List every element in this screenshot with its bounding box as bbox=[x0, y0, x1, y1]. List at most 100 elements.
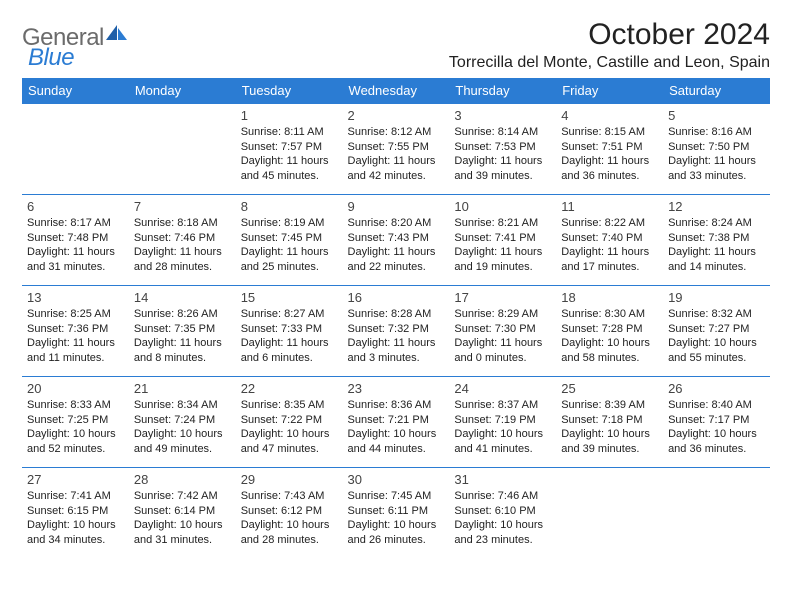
daylight-line: and 58 minutes. bbox=[561, 351, 658, 366]
sunset-line: Sunset: 6:12 PM bbox=[241, 504, 338, 519]
daylight-line: and 22 minutes. bbox=[348, 260, 445, 275]
sunset-line: Sunset: 7:27 PM bbox=[668, 322, 765, 337]
calendar-day-cell: 29Sunrise: 7:43 AMSunset: 6:12 PMDayligh… bbox=[236, 468, 343, 559]
sunrise-line: Sunrise: 8:30 AM bbox=[561, 307, 658, 322]
calendar-day-cell: 2Sunrise: 8:12 AMSunset: 7:55 PMDaylight… bbox=[343, 104, 450, 195]
calendar-week-row: 13Sunrise: 8:25 AMSunset: 7:36 PMDayligh… bbox=[22, 286, 770, 377]
daylight-line: Daylight: 11 hours bbox=[27, 245, 124, 260]
daylight-line: Daylight: 10 hours bbox=[454, 518, 551, 533]
daylight-line: Daylight: 10 hours bbox=[561, 427, 658, 442]
daylight-line: and 47 minutes. bbox=[241, 442, 338, 457]
sunset-line: Sunset: 6:15 PM bbox=[27, 504, 124, 519]
day-number: 16 bbox=[348, 289, 445, 306]
day-number: 23 bbox=[348, 380, 445, 397]
calendar-day-cell: 21Sunrise: 8:34 AMSunset: 7:24 PMDayligh… bbox=[129, 377, 236, 468]
daylight-line: Daylight: 10 hours bbox=[241, 427, 338, 442]
calendar-week-row: 27Sunrise: 7:41 AMSunset: 6:15 PMDayligh… bbox=[22, 468, 770, 559]
calendar-empty-cell bbox=[22, 104, 129, 195]
calendar-week-row: 1Sunrise: 8:11 AMSunset: 7:57 PMDaylight… bbox=[22, 104, 770, 195]
daylight-line: Daylight: 10 hours bbox=[668, 427, 765, 442]
calendar-day-cell: 6Sunrise: 8:17 AMSunset: 7:48 PMDaylight… bbox=[22, 195, 129, 286]
daylight-line: and 3 minutes. bbox=[348, 351, 445, 366]
calendar-day-cell: 1Sunrise: 8:11 AMSunset: 7:57 PMDaylight… bbox=[236, 104, 343, 195]
sunset-line: Sunset: 6:10 PM bbox=[454, 504, 551, 519]
calendar-day-cell: 9Sunrise: 8:20 AMSunset: 7:43 PMDaylight… bbox=[343, 195, 450, 286]
calendar-week-row: 20Sunrise: 8:33 AMSunset: 7:25 PMDayligh… bbox=[22, 377, 770, 468]
sunrise-line: Sunrise: 8:19 AM bbox=[241, 216, 338, 231]
sunrise-line: Sunrise: 8:29 AM bbox=[454, 307, 551, 322]
sunrise-line: Sunrise: 8:36 AM bbox=[348, 398, 445, 413]
daylight-line: Daylight: 11 hours bbox=[134, 245, 231, 260]
daylight-line: and 14 minutes. bbox=[668, 260, 765, 275]
calendar-empty-cell bbox=[556, 468, 663, 559]
sunset-line: Sunset: 7:22 PM bbox=[241, 413, 338, 428]
sunset-line: Sunset: 7:30 PM bbox=[454, 322, 551, 337]
daylight-line: and 11 minutes. bbox=[27, 351, 124, 366]
daylight-line: and 42 minutes. bbox=[348, 169, 445, 184]
daylight-line: Daylight: 11 hours bbox=[348, 154, 445, 169]
sunrise-line: Sunrise: 8:21 AM bbox=[454, 216, 551, 231]
sunset-line: Sunset: 7:51 PM bbox=[561, 140, 658, 155]
weekday-header: Saturday bbox=[663, 78, 770, 104]
sunrise-line: Sunrise: 8:11 AM bbox=[241, 125, 338, 140]
daylight-line: Daylight: 11 hours bbox=[134, 336, 231, 351]
day-number: 29 bbox=[241, 471, 338, 488]
sunrise-line: Sunrise: 8:27 AM bbox=[241, 307, 338, 322]
logo-sail-icon bbox=[106, 24, 128, 47]
daylight-line: Daylight: 11 hours bbox=[668, 245, 765, 260]
calendar-day-cell: 4Sunrise: 8:15 AMSunset: 7:51 PMDaylight… bbox=[556, 104, 663, 195]
daylight-line: and 8 minutes. bbox=[134, 351, 231, 366]
sunset-line: Sunset: 7:33 PM bbox=[241, 322, 338, 337]
daylight-line: and 39 minutes. bbox=[561, 442, 658, 457]
logo-text-blue-wrap: Blue bbox=[28, 44, 74, 72]
sunset-line: Sunset: 7:41 PM bbox=[454, 231, 551, 246]
daylight-line: Daylight: 10 hours bbox=[134, 518, 231, 533]
sunset-line: Sunset: 7:17 PM bbox=[668, 413, 765, 428]
daylight-line: Daylight: 11 hours bbox=[454, 154, 551, 169]
daylight-line: Daylight: 10 hours bbox=[348, 427, 445, 442]
day-number: 22 bbox=[241, 380, 338, 397]
sunrise-line: Sunrise: 8:33 AM bbox=[27, 398, 124, 413]
sunset-line: Sunset: 6:11 PM bbox=[348, 504, 445, 519]
sunset-line: Sunset: 7:19 PM bbox=[454, 413, 551, 428]
sunset-line: Sunset: 7:32 PM bbox=[348, 322, 445, 337]
calendar-day-cell: 10Sunrise: 8:21 AMSunset: 7:41 PMDayligh… bbox=[449, 195, 556, 286]
calendar-day-cell: 20Sunrise: 8:33 AMSunset: 7:25 PMDayligh… bbox=[22, 377, 129, 468]
daylight-line: Daylight: 10 hours bbox=[348, 518, 445, 533]
sunrise-line: Sunrise: 7:42 AM bbox=[134, 489, 231, 504]
daylight-line: Daylight: 10 hours bbox=[27, 518, 124, 533]
day-number: 24 bbox=[454, 380, 551, 397]
daylight-line: Daylight: 11 hours bbox=[561, 245, 658, 260]
daylight-line: and 49 minutes. bbox=[134, 442, 231, 457]
sunset-line: Sunset: 7:43 PM bbox=[348, 231, 445, 246]
weekday-header: Tuesday bbox=[236, 78, 343, 104]
sunset-line: Sunset: 7:46 PM bbox=[134, 231, 231, 246]
day-number: 28 bbox=[134, 471, 231, 488]
daylight-line: Daylight: 11 hours bbox=[454, 245, 551, 260]
day-number: 4 bbox=[561, 107, 658, 124]
daylight-line: Daylight: 11 hours bbox=[241, 154, 338, 169]
weekday-header-row: SundayMondayTuesdayWednesdayThursdayFrid… bbox=[22, 78, 770, 104]
daylight-line: and 41 minutes. bbox=[454, 442, 551, 457]
daylight-line: Daylight: 11 hours bbox=[454, 336, 551, 351]
sunrise-line: Sunrise: 8:26 AM bbox=[134, 307, 231, 322]
daylight-line: and 44 minutes. bbox=[348, 442, 445, 457]
sunset-line: Sunset: 7:57 PM bbox=[241, 140, 338, 155]
sunrise-line: Sunrise: 8:40 AM bbox=[668, 398, 765, 413]
daylight-line: Daylight: 11 hours bbox=[561, 154, 658, 169]
day-number: 2 bbox=[348, 107, 445, 124]
sunrise-line: Sunrise: 8:16 AM bbox=[668, 125, 765, 140]
calendar-week-row: 6Sunrise: 8:17 AMSunset: 7:48 PMDaylight… bbox=[22, 195, 770, 286]
daylight-line: and 25 minutes. bbox=[241, 260, 338, 275]
sunset-line: Sunset: 7:24 PM bbox=[134, 413, 231, 428]
day-number: 11 bbox=[561, 198, 658, 215]
daylight-line: Daylight: 11 hours bbox=[348, 245, 445, 260]
day-number: 27 bbox=[27, 471, 124, 488]
daylight-line: and 55 minutes. bbox=[668, 351, 765, 366]
daylight-line: and 36 minutes. bbox=[561, 169, 658, 184]
daylight-line: and 28 minutes. bbox=[134, 260, 231, 275]
daylight-line: Daylight: 10 hours bbox=[241, 518, 338, 533]
calendar-day-cell: 14Sunrise: 8:26 AMSunset: 7:35 PMDayligh… bbox=[129, 286, 236, 377]
sunrise-line: Sunrise: 8:20 AM bbox=[348, 216, 445, 231]
sunset-line: Sunset: 6:14 PM bbox=[134, 504, 231, 519]
